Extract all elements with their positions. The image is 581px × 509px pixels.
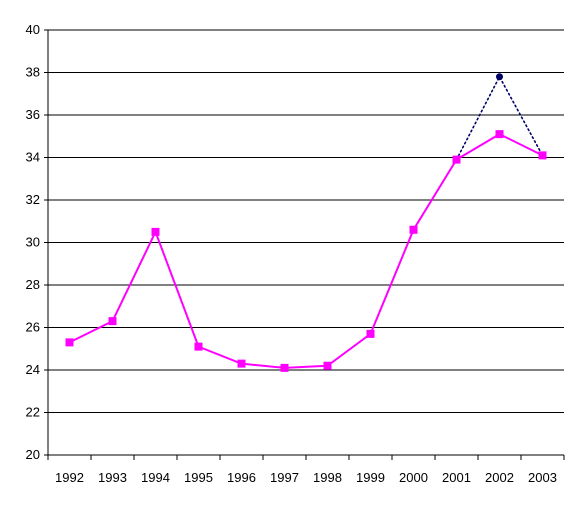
x-tick-label: 1994 xyxy=(141,470,170,485)
x-tick-label: 2002 xyxy=(485,470,514,485)
series-0-marker-1995 xyxy=(194,342,203,351)
series-layer xyxy=(65,73,547,372)
y-tick-label: 26 xyxy=(26,320,40,335)
x-tick-label: 1995 xyxy=(184,470,213,485)
x-tick-label: 2000 xyxy=(399,470,428,485)
y-tick-label: 36 xyxy=(26,107,40,122)
y-tick-label: 24 xyxy=(26,362,40,377)
y-axis-tick-labels: 20 22 24 26 28 30 32 34 36 38 40 xyxy=(26,22,40,462)
series-1-marker-2002 xyxy=(496,73,503,81)
y-tick-label: 32 xyxy=(26,192,40,207)
x-tick-label: 1993 xyxy=(98,470,127,485)
axes xyxy=(44,29,565,460)
series-0-marker-2000 xyxy=(409,225,418,234)
x-tick-label: 1998 xyxy=(313,470,342,485)
series-0-marker-1992 xyxy=(65,338,74,347)
series-0-line xyxy=(69,132,543,369)
x-axis-tick-labels: 1992 1993 1994 1995 1996 1997 1998 1999 2000 2001… xyxy=(55,470,557,485)
gridlines xyxy=(48,29,564,413)
y-tick-label: 30 xyxy=(26,235,40,250)
series-0-marker-1993 xyxy=(108,317,117,326)
series-0-marker-2001 xyxy=(452,155,461,164)
x-tick-label: 1996 xyxy=(227,470,256,485)
x-tick-label: 1999 xyxy=(356,470,385,485)
series-0-marker-2002 xyxy=(495,130,504,139)
y-tick-label: 28 xyxy=(26,277,40,292)
series-0-marker-1994 xyxy=(151,227,160,236)
series-1-line xyxy=(455,75,544,161)
y-tick-label: 20 xyxy=(26,447,40,462)
series-0-marker-1996 xyxy=(237,359,246,368)
x-tick-label: 2003 xyxy=(528,470,557,485)
y-tick-label: 40 xyxy=(26,22,40,37)
series-0-marker-1997 xyxy=(280,363,289,372)
y-tick-label: 38 xyxy=(26,65,40,80)
y-tick-label: 22 xyxy=(26,405,40,420)
series-0-marker-2003 xyxy=(538,151,547,160)
series-0-marker-1999 xyxy=(366,329,375,338)
x-tick-label: 1992 xyxy=(55,470,84,485)
series-0-marker-1998 xyxy=(323,361,332,370)
x-tick-label: 1997 xyxy=(270,470,299,485)
x-tick-label: 2001 xyxy=(442,470,471,485)
y-tick-label: 34 xyxy=(26,150,40,165)
